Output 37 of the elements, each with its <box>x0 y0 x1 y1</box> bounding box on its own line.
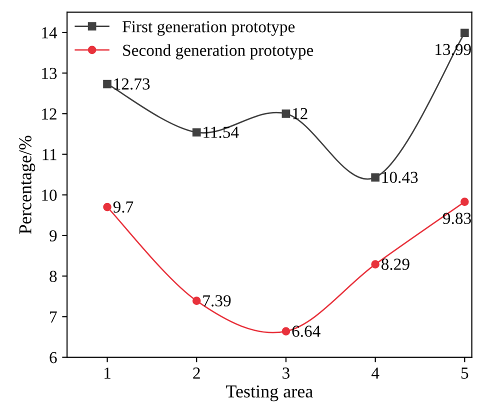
y-tick-label: 9 <box>50 230 57 242</box>
point <box>282 110 290 118</box>
y-tick-label: 10 <box>42 190 57 201</box>
point <box>103 202 112 212</box>
legend-label: First generation prototype <box>122 21 295 36</box>
point <box>282 327 290 336</box>
data-label: 8.29 <box>382 258 410 270</box>
data-label: 9.83 <box>442 212 471 224</box>
y-tick-label: 6 <box>50 352 57 364</box>
y-tick-label: 13 <box>42 68 57 80</box>
y-tick-label: 7 <box>50 312 57 322</box>
data-label: 9.7 <box>113 201 134 213</box>
y-tick-label: 8 <box>50 270 57 282</box>
point <box>460 198 469 206</box>
data-label: 6.64 <box>292 326 320 337</box>
data-label: 7.39 <box>203 295 231 306</box>
data-label: 12 <box>292 108 308 120</box>
point <box>371 260 380 268</box>
y-tick-label: 12 <box>42 108 56 120</box>
x-tick-label: 1 <box>104 368 110 379</box>
y-axis-title: Percentage/% <box>19 136 36 234</box>
x-tick-label: 2 <box>193 368 200 379</box>
y-tick-label: 14 <box>42 27 58 38</box>
data-label: 12.73 <box>114 78 150 90</box>
x-tick-label: 4 <box>371 368 380 379</box>
x-axis-title: Testing area <box>226 385 313 402</box>
point <box>103 80 112 88</box>
x-tick-label: 3 <box>282 368 290 379</box>
point <box>192 296 201 306</box>
y-tick-label: 11 <box>42 149 56 160</box>
legend-label: Second generation prototype <box>123 44 314 60</box>
data-label: 10.43 <box>382 172 418 184</box>
x-tick-label: 5 <box>461 368 468 379</box>
point <box>460 28 469 38</box>
point <box>371 173 380 182</box>
data-label: 11.54 <box>204 126 239 138</box>
point <box>192 128 201 137</box>
